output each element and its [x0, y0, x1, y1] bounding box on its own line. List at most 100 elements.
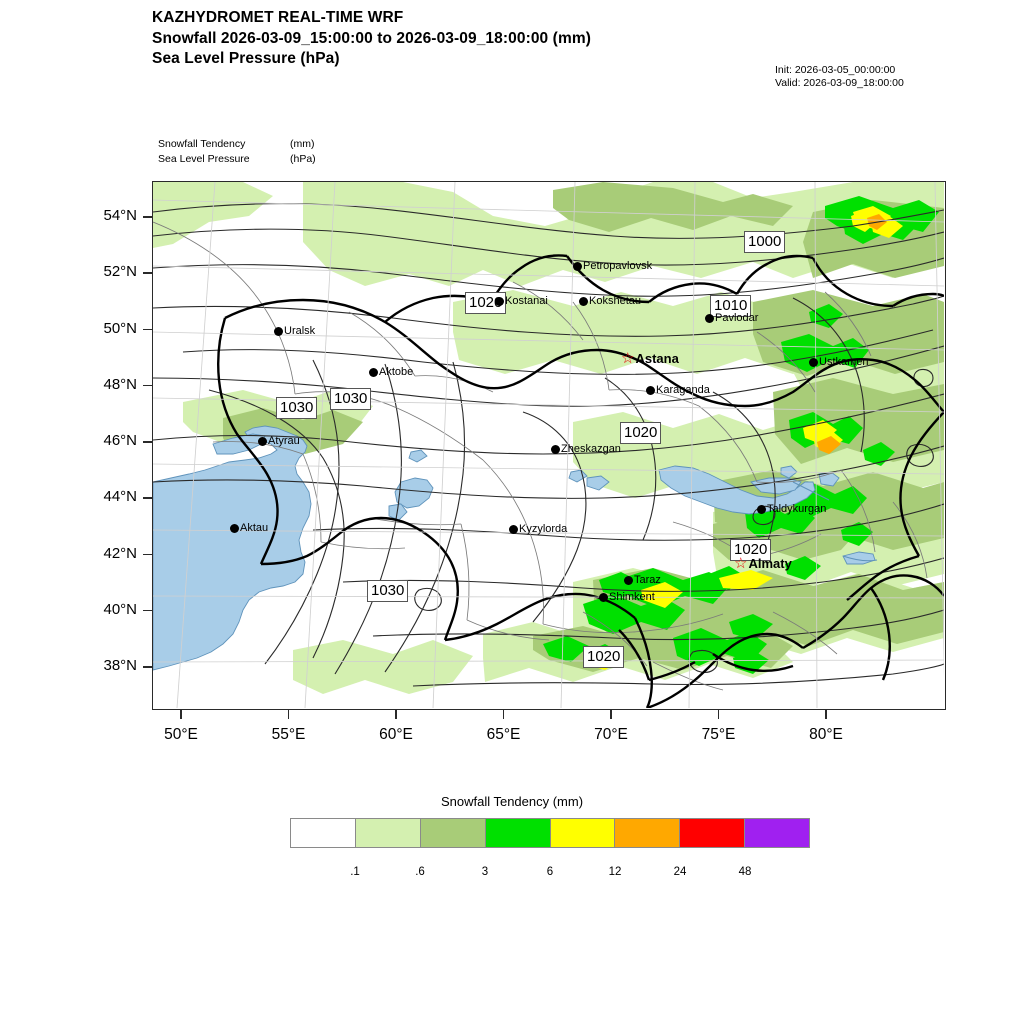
lat-label: 48°N — [103, 375, 137, 393]
hydrography — [792, 481, 878, 562]
city-marker[interactable]: Taldykurgan — [757, 503, 826, 515]
lat-label: 54°N — [103, 207, 137, 224]
city-marker[interactable]: Shimkent — [599, 591, 655, 603]
dot-icon — [809, 357, 818, 367]
dot-icon — [369, 367, 378, 377]
caption-slp-name: Sea Level Pressure — [158, 152, 250, 165]
colorbar-tick-label: 12 — [608, 866, 622, 878]
city-marker[interactable]: Uralsk — [274, 325, 315, 337]
dot-icon — [705, 313, 714, 323]
city-marker[interactable]: Karaganda — [646, 384, 710, 396]
weather-map[interactable] — [152, 181, 946, 710]
colorbar-swatch-0[interactable] — [291, 819, 356, 847]
colorbar-tick-label: .6 — [415, 866, 425, 878]
city-label: Kokshetau — [589, 295, 641, 307]
colorbar-swatch-7[interactable] — [745, 819, 809, 847]
timestamp-block: Init: 2026-03-05_00:00:00 Valid: 2026-03… — [775, 64, 904, 90]
valid-time: Valid: 2026-03-09_18:00:00 — [775, 77, 904, 89]
dot-icon — [757, 504, 766, 514]
caption-snowfall: Snowfall Tendency (mm) — [158, 137, 316, 152]
lon-tick — [610, 710, 612, 719]
city-label: Almaty — [748, 556, 792, 571]
city-label: Shimkent — [609, 591, 655, 603]
dot-icon — [599, 592, 608, 602]
city-marker[interactable]: Petropavlovsk — [573, 260, 652, 272]
lat-label: 44°N — [103, 488, 137, 506]
lon-tick — [395, 710, 397, 719]
lon-label: 70°E — [594, 726, 628, 743]
colorbar-swatch-5[interactable] — [615, 819, 681, 847]
dot-icon — [646, 385, 655, 395]
lat-tick — [143, 553, 152, 556]
capital-city-marker[interactable]: ☆ Almaty — [734, 556, 792, 571]
page-title: KAZHYDROMET REAL-TIME WRF Snowfall 2026-… — [152, 8, 852, 70]
lat-label: 42°N — [103, 544, 137, 562]
lon-label: 65°E — [486, 726, 521, 743]
lon-label: 80°E — [809, 726, 843, 743]
city-label: Taldykurgan — [767, 503, 827, 515]
city-marker[interactable]: Atyrau — [258, 435, 300, 447]
capital-city-marker[interactable]: ☆ Astana — [621, 351, 679, 366]
dot-icon — [624, 575, 633, 585]
city-label: Karaganda — [656, 384, 710, 396]
lat-tick — [143, 216, 152, 218]
city-marker[interactable]: Aktau — [230, 522, 268, 534]
colorbar-swatch-2[interactable] — [420, 819, 486, 847]
city-marker[interactable]: Taraz — [624, 574, 661, 586]
city-label: Kyzylorda — [519, 523, 568, 535]
city-label: Aktobe — [379, 366, 414, 378]
colorbar-swatch-4[interactable] — [550, 819, 616, 847]
title-line-1: KAZHYDROMET REAL-TIME WRF — [152, 9, 404, 26]
map-canvas — [153, 182, 944, 708]
isobar-label: 1020 — [583, 646, 625, 668]
lon-tick — [502, 710, 505, 719]
colorbar-swatch-1[interactable] — [355, 819, 421, 847]
colorbar-swatch-3[interactable] — [485, 819, 551, 847]
dot-icon — [274, 326, 283, 336]
lat-label: 40°N — [103, 600, 137, 618]
title-line-3: Sea Level Pressure (hPa) — [152, 50, 340, 67]
star-icon: ☆ — [621, 350, 635, 367]
city-label: Atyrau — [268, 435, 300, 447]
dot-icon — [573, 261, 582, 271]
city-marker[interactable]: Pavlodar — [705, 312, 758, 324]
dot-icon — [258, 436, 267, 446]
city-label: Taraz — [634, 574, 661, 586]
dot-icon — [495, 296, 504, 306]
lon-tick — [717, 710, 720, 719]
colorbar[interactable] — [290, 818, 810, 848]
colorbar-tick-label: 6 — [546, 866, 554, 878]
colorbar-swatch-6[interactable] — [680, 819, 746, 847]
city-marker[interactable]: Ustkamen — [809, 356, 869, 368]
lon-label: 50°E — [164, 726, 198, 743]
star-icon: ☆ — [734, 555, 748, 572]
dot-icon — [509, 524, 518, 534]
caption-slp-unit: (hPa) — [290, 152, 316, 165]
lat-label: 50°N — [103, 319, 137, 337]
city-marker[interactable]: Aktobe — [369, 366, 413, 378]
lat-tick — [143, 328, 152, 331]
city-marker[interactable]: Kyzylorda — [509, 523, 567, 535]
caption-slp: Sea Level Pressure (hPa) — [158, 152, 316, 167]
lat-label: 46°N — [103, 432, 137, 449]
city-marker[interactable]: Zheskazgan — [551, 443, 621, 455]
dot-icon — [551, 444, 560, 454]
colorbar-title: Snowfall Tendency (mm) — [440, 794, 584, 809]
lon-label: 60°E — [379, 726, 413, 743]
lat-tick — [143, 272, 152, 274]
lon-label: 75°E — [701, 726, 736, 743]
city-label: Pavlodar — [715, 312, 759, 324]
lat-tick — [143, 666, 152, 668]
city-label: Uralsk — [284, 325, 316, 337]
lat-tick — [143, 441, 152, 443]
isobar-label: 1020 — [730, 539, 772, 561]
city-label: Ustkamen — [819, 356, 869, 368]
isobar-label: 1030 — [276, 397, 318, 419]
city-marker[interactable]: Kokshetau — [579, 295, 641, 307]
lat-tick — [143, 497, 152, 499]
dot-icon — [230, 523, 239, 533]
city-label: Astana — [635, 351, 679, 366]
lat-tick — [143, 384, 152, 387]
isobar-label: 1030 — [330, 388, 372, 410]
city-marker[interactable]: Kostanai — [495, 295, 548, 307]
